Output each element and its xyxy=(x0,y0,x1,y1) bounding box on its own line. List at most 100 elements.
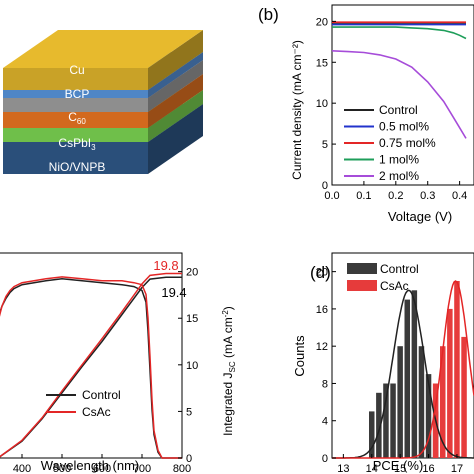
eqe-x-tick-label: 400 xyxy=(13,463,31,474)
layer-front-1 xyxy=(3,90,148,98)
pce-y-tick-label: 16 xyxy=(316,304,328,316)
layer-label-4: NiO/VNPB xyxy=(49,160,106,174)
pce-bar-1-4 xyxy=(461,336,467,458)
jsc-y-tick-label: 0 xyxy=(186,453,192,465)
pce-y-tick-label: 8 xyxy=(322,378,328,390)
eqe-x-tick-label: 600 xyxy=(93,463,111,474)
layer-side-0 xyxy=(148,30,203,90)
jv-legend: Control 0.5 mol% 0.75 mol% 1 mol% 2 mol% xyxy=(344,103,436,183)
jsc-curve-1 xyxy=(0,272,182,458)
jv-legend-label-0: Control xyxy=(379,103,418,117)
layer-front-3 xyxy=(3,112,148,128)
pce-y-axis-label: Counts xyxy=(292,335,307,377)
jv-x-tick-label: 0.2 xyxy=(388,190,403,202)
pce-x-tick-label: 17 xyxy=(451,463,463,474)
jv-series-line-3 xyxy=(332,26,467,40)
pce-x-axis-label: PCE (%) xyxy=(373,458,424,473)
pce-x-tick-label: 16 xyxy=(422,463,434,474)
eqe-legend-label-1: CsAc xyxy=(82,405,111,419)
jv-x-tick-label: 0.4 xyxy=(452,190,467,202)
layer-front-2 xyxy=(3,98,148,112)
pce-x-tick-label: 13 xyxy=(337,463,349,474)
pce-bar-1-3 xyxy=(454,281,460,458)
jv-x-tick-label: 0.0 xyxy=(324,190,339,202)
panel-b-letter: (b) xyxy=(258,5,279,24)
layer-side-5 xyxy=(148,104,203,174)
pce-bar-1-1 xyxy=(440,346,446,458)
layer-label-3: CsPbI3 xyxy=(58,136,96,152)
jv-y-axis-label: Current density (mA cm⁻²) xyxy=(290,40,304,180)
eqe-right-axis-label: Integrated JSC (mA cm-2) xyxy=(221,306,237,436)
jsc-y-tick-label: 20 xyxy=(186,267,198,279)
pce-bar-0-3 xyxy=(390,383,396,458)
eqe-plot-frame xyxy=(0,252,183,459)
pce-bar-0-6 xyxy=(411,290,418,458)
pce-legend: Control CsAc xyxy=(347,262,419,293)
layer-front-0 xyxy=(3,68,148,90)
pce-bar-0-5 xyxy=(404,299,410,458)
pce-y-tick-label: 0 xyxy=(322,453,328,465)
annotation-csac-jsc: 19.8 xyxy=(153,258,178,273)
pce-y-tick-label: 20 xyxy=(316,267,328,279)
jv-legend-label-4: 2 mol% xyxy=(379,169,419,183)
eqe-x-tick-label: 500 xyxy=(53,463,71,474)
annotation-control-jsc: 19.4 xyxy=(161,285,186,300)
pce-gaussian-fit-1 xyxy=(332,280,474,459)
pce-bar-0-0 xyxy=(369,411,375,458)
jv-x-tick-label: 0.1 xyxy=(356,190,371,202)
layer-label-0: Cu xyxy=(69,63,84,77)
pce-legend-label-1: CsAc xyxy=(380,279,409,293)
eqe-legend: Control CsAc xyxy=(46,388,121,419)
eqe-legend-label-0: Control xyxy=(82,388,121,402)
jsc-y-tick-label: 10 xyxy=(186,360,198,372)
jv-y-tick-label: 0 xyxy=(322,180,328,192)
jv-x-axis-label: Voltage (V) xyxy=(388,209,452,224)
layer-side-1 xyxy=(148,52,203,98)
jsc-y-tick-label: 5 xyxy=(186,406,192,418)
jv-plot-frame xyxy=(331,4,474,186)
pce-bar-0-1 xyxy=(376,392,382,458)
layer-label-1: BCP xyxy=(65,87,90,101)
layer-side-2 xyxy=(148,60,203,112)
layer-front-5 xyxy=(3,142,148,174)
jv-legend-label-2: 0.75 mol% xyxy=(379,136,436,150)
pce-legend-label-0: Control xyxy=(380,262,419,276)
pce-legend-swatch-1 xyxy=(347,280,377,291)
layer-side-4 xyxy=(148,90,203,142)
pce-bar-0-2 xyxy=(383,383,389,458)
pce-y-tick-label: 4 xyxy=(322,416,328,428)
eqe-x-tick-label: 800 xyxy=(173,463,191,474)
layer-top-0 xyxy=(3,30,203,68)
jsc-y-tick-label: 15 xyxy=(186,313,198,325)
pce-gaussian-fit-0 xyxy=(332,289,474,459)
pce-bar-0-7 xyxy=(418,346,425,458)
pce-x-tick-label: 14 xyxy=(366,463,378,474)
pce-bar-1-2 xyxy=(447,308,453,458)
pce-y-tick-label: 12 xyxy=(316,341,328,353)
layer-label-5: ITO xyxy=(67,186,87,200)
jv-x-tick-label: 0.3 xyxy=(420,190,435,202)
jv-chart: (b) 0.0 0.1 0.2 0.3 0.4 0 5 10 15 20 Voltage (V)… xyxy=(258,4,474,224)
device-stack-panel: Cu BCP C60 CsPbI3 NiO/VNPB ITO xyxy=(3,30,203,200)
jv-y-tick-label: 5 xyxy=(322,139,328,151)
jv-y-tick-label: 10 xyxy=(316,98,328,110)
pce-bar-0-8 xyxy=(425,374,432,458)
jv-legend-label-3: 1 mol% xyxy=(379,153,419,167)
eqe-x-axis-label: Wavelength (nm) xyxy=(41,458,140,473)
panel-d-letter: (d) xyxy=(310,263,331,282)
svg-text:Integrated JSC (mA cm-2): Integrated JSC (mA cm-2) xyxy=(221,306,237,436)
jv-legend-label-1: 0.5 mol% xyxy=(379,120,429,134)
eqe-curve-1 xyxy=(0,276,182,459)
jv-y-tick-label: 15 xyxy=(316,57,328,69)
pce-bar-0-4 xyxy=(397,346,403,458)
eqe-chart: 400 500 600 700 800 0 5 10 15 20 Wavelength (nm)… xyxy=(0,252,237,474)
pce-x-tick-label: 15 xyxy=(394,463,406,474)
jv-series-line-4 xyxy=(331,50,467,139)
layer-side-3 xyxy=(148,74,203,128)
layer-label-2: C60 xyxy=(68,110,86,126)
layer-front-4 xyxy=(3,128,148,142)
eqe-x-tick-label: 700 xyxy=(133,463,151,474)
pce-legend-swatch-0 xyxy=(347,263,377,274)
